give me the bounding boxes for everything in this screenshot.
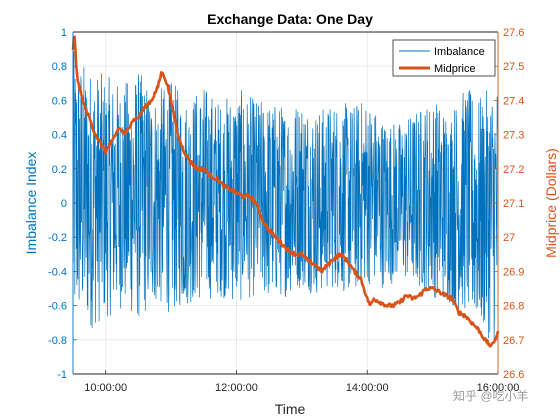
y-right-tick-label: 27.5: [503, 61, 524, 73]
y-left-tick-label: -1: [57, 369, 67, 381]
y-left-tick-label: 0.4: [52, 130, 67, 142]
y-left-tick-label: -0.4: [48, 266, 67, 278]
y-right-tick-label: 27.6: [503, 27, 524, 39]
y-right-tick-label: 27.4: [503, 95, 524, 107]
y-left-tick-label: 0.8: [52, 61, 67, 73]
y-right-tick-label: 27.3: [503, 130, 524, 142]
tick-labels: 1 0.8 0.6 0.4 0.2 0 -0.2 -0.4 -0.6 -0.8 -1 27.6 27.5…: [48, 27, 524, 394]
y-right-tick-label: 26.8: [503, 301, 524, 313]
legend-label-midprice: Midprice: [434, 63, 476, 75]
y-right-tick-label: 26.7: [503, 335, 524, 347]
chart-title: Exchange Data: One Day: [207, 11, 373, 27]
x-axis-label: Time: [275, 401, 306, 417]
legend: Imbalance Midprice: [392, 39, 496, 77]
x-tick-label: 12:00:00: [215, 382, 258, 394]
y-left-tick-label: 0.2: [52, 164, 67, 176]
x-tick-label: 10:00:00: [84, 382, 127, 394]
y-left-tick-label: -0.8: [48, 335, 67, 347]
x-tick-label: 14:00:00: [346, 382, 389, 394]
y-right-tick-label: 27.1: [503, 198, 524, 210]
imbalance-line: [72, 51, 499, 341]
legend-label-imbalance: Imbalance: [434, 46, 485, 58]
y-axis-left-label: Imbalance Index: [23, 152, 39, 255]
y-axis-right-label: Midprice (Dollars): [543, 148, 559, 258]
y-right-tick-label: 26.6: [503, 369, 524, 381]
y-right-tick-label: 27: [503, 232, 515, 244]
y-left-tick-label: 1: [61, 27, 67, 39]
axes: [72, 31, 499, 375]
y-left-tick-label: -0.6: [48, 301, 67, 313]
midprice-line: [71, 35, 500, 348]
y-right-tick-label: 26.9: [503, 266, 524, 278]
y-left-tick-label: 0: [61, 198, 67, 210]
y-left-tick-label: -0.2: [48, 232, 67, 244]
midprice-series: [71, 35, 500, 348]
x-tick-label: 16:00:00: [477, 382, 520, 394]
y-right-tick-label: 27.2: [503, 164, 524, 176]
y-left-tick-label: 0.6: [52, 95, 67, 107]
watermark: 知乎 @吃小羊: [453, 388, 529, 403]
imbalance-series: [72, 51, 499, 341]
legend-box: [392, 39, 496, 77]
